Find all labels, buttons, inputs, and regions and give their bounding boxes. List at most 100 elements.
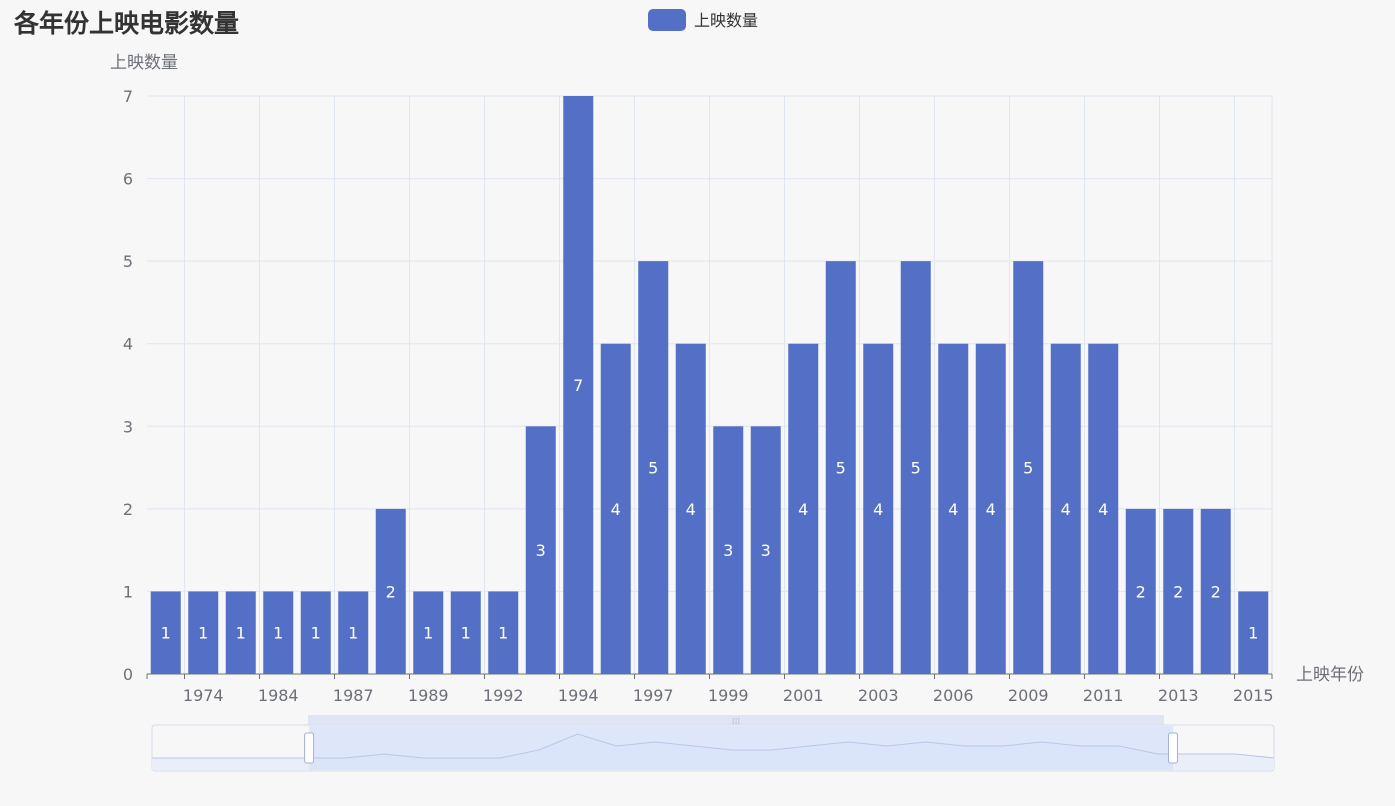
zoom-grip-icon[interactable]: ⁞⁞⁞ [732,717,741,727]
bar [863,343,894,674]
data-zoom-slider[interactable]: ⁞⁞⁞ [151,715,1275,772]
zoom-preview-line [152,733,1275,759]
bar [638,261,669,674]
bar-value-label: 4 [1061,500,1071,519]
y-tick-label: 0 [123,665,133,684]
zoom-handle-right[interactable] [1168,732,1179,764]
bar [1125,508,1156,674]
x-tick-label: 1987 [333,686,374,705]
bar [338,591,369,674]
y-tick-label: 6 [123,170,133,189]
zoom-track[interactable] [151,724,1275,772]
bar-value-label: 4 [686,500,696,519]
bar-value-label: 3 [536,541,546,560]
bar-value-label: 4 [986,500,996,519]
bar [825,261,856,674]
bar-value-label: 3 [761,541,771,560]
x-tick-label: 1984 [258,686,299,705]
bar-value-label: 1 [498,624,508,643]
bar-value-label: 5 [1023,459,1033,478]
x-tick-label: 2011 [1083,686,1124,705]
bar [975,343,1006,674]
grid-lines [147,95,1273,674]
y-tick-label: 5 [123,252,133,271]
bar-value-label: 5 [836,459,846,478]
bar-value-label: 4 [1098,500,1108,519]
bar [188,591,219,674]
x-tick-label: 1997 [633,686,674,705]
y-tick-label: 4 [123,335,133,354]
chart-title: 各年份上映电影数量 [13,9,239,38]
bar [488,591,519,674]
bar [1088,343,1119,674]
y-tick-label: 3 [123,417,133,436]
y-axis-label: 上映数量 [110,53,178,73]
x-tick-label: 2006 [933,686,974,705]
legend[interactable]: 上映数量 [648,9,758,31]
bar [713,426,744,674]
legend-label[interactable]: 上映数量 [694,11,758,30]
bar [900,261,931,674]
bar [300,591,331,674]
x-tick-label: 1999 [708,686,749,705]
x-tick-label: 2003 [858,686,899,705]
bar-value-label: 4 [798,500,808,519]
bar [1238,591,1269,674]
bar-value-label: 2 [1136,582,1146,601]
x-tick-label: 1992 [483,686,524,705]
legend-swatch[interactable] [648,9,686,31]
bar [225,591,256,674]
bar [1200,508,1231,674]
bar [150,591,181,674]
bar-value-label: 7 [573,376,583,395]
bar [675,343,706,674]
bar-value-label: 1 [461,624,471,643]
x-tick-label: 1994 [558,686,599,705]
bar-value-label: 1 [311,624,321,643]
y-tick-label: 7 [123,87,133,106]
bars [150,96,1269,674]
zoom-move-bar[interactable] [308,715,1164,725]
bar-value-label: 2 [1211,582,1221,601]
zoom-selected-range[interactable] [309,726,1174,770]
bar [1050,343,1081,674]
bar [600,343,631,674]
bar-value-label: 4 [611,500,621,519]
bar-value-label: 1 [236,624,246,643]
x-tick-label: 2001 [783,686,824,705]
bar [525,426,556,674]
zoom-handle-left[interactable] [304,732,315,764]
x-tick-label: 2013 [1158,686,1199,705]
bar [1163,508,1194,674]
bar [788,343,819,674]
bar-value-label: 1 [198,624,208,643]
x-tick-label: 1974 [183,686,224,705]
bar-value-label: 1 [161,624,171,643]
x-axis-label: 上映年份 [1296,665,1364,685]
bar [563,96,594,674]
bar [1013,261,1044,674]
bar-value-label: 5 [648,459,658,478]
bar [450,591,481,674]
bar-value-label: 1 [423,624,433,643]
x-tick-label: 2009 [1008,686,1049,705]
bar-value-label: 1 [273,624,283,643]
bar-value-label: 2 [1173,582,1183,601]
bar-value-label: 5 [911,459,921,478]
bar-value-label: 4 [873,500,883,519]
bar-value-label: 1 [348,624,358,643]
bar [263,591,294,674]
axes: 0 1 2 3 4 5 6 7 1974 1984 1987 1989 1992 1994 1997 1999… [123,87,1274,705]
y-tick-label: 1 [123,582,133,601]
bar [413,591,444,674]
bar [938,343,969,674]
y-tick-label: 2 [123,500,133,519]
bar [375,508,406,674]
bar-value-label: 3 [723,541,733,560]
bar [750,426,781,674]
x-tick-label: 2015 [1233,686,1274,705]
x-tick-label: 1989 [408,686,449,705]
bar-value-label: 2 [386,582,396,601]
bar-labels: 1 1 1 1 1 1 2 1 1 1 3 7 4 5 4 3 3 4 5 4 5 4 4 5 4 4 2 2 2 1 [161,376,1259,643]
